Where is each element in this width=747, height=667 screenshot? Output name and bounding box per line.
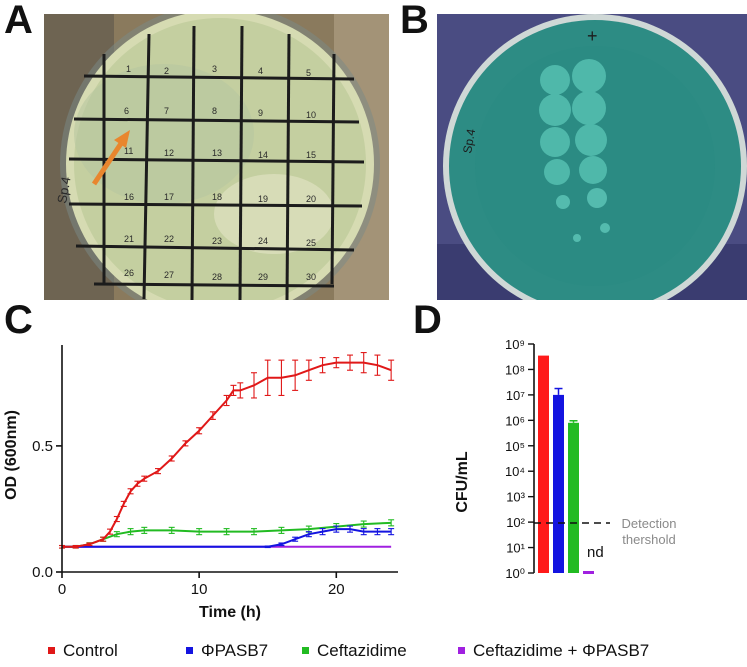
plate-a-label: 15 <box>306 150 316 160</box>
chart-d-bars-group <box>538 355 594 574</box>
plate-a-label: 16 <box>124 192 134 202</box>
plate-a-label: 23 <box>212 236 222 246</box>
chart-c-x-tick-label: 0 <box>58 581 66 598</box>
chart-d-bar <box>568 422 579 573</box>
plate-a-label: 14 <box>258 150 268 160</box>
plate-a-label: 3 <box>212 64 217 74</box>
legend-label: Control <box>63 641 118 660</box>
plate-a-label: 26 <box>124 268 134 278</box>
plate-a-label: 10 <box>306 110 316 120</box>
panel-letter-a: A <box>4 0 33 42</box>
plate-a-label: 17 <box>164 192 174 202</box>
chart-c-x-tick-label: 10 <box>191 581 208 598</box>
chart-d-y-axis-label: CFU/mL <box>454 451 471 513</box>
chart-c-ticks-group: 0 10 20 0.0 0.5 <box>32 438 344 598</box>
chart-d-y-tick-label: 10⁸ <box>505 362 525 377</box>
plate-a-label: 12 <box>164 148 174 158</box>
chart-d-y-tick-label: 10⁰ <box>505 566 525 581</box>
detection-label-line-2: thershold <box>622 532 675 547</box>
legend-item-combination: Ceftazidime + ΦPASB7 <box>458 638 649 664</box>
chart-c-line <box>62 528 392 548</box>
not-detected-label: nd <box>587 544 604 561</box>
chart-c-y-axis-label: OD (600nm) <box>3 410 20 500</box>
chart-d-ticks-group: 10⁰ 10¹ 10² 10³ 10⁴ 10⁵ 10⁶ 10⁷ 10⁸ 10⁹ <box>505 337 534 581</box>
legend-item-ceftazidime: Ceftazidime <box>302 638 407 664</box>
plate-a-label: 30 <box>306 272 316 282</box>
legend-swatch-phage <box>186 647 193 655</box>
legend-item-phage: ΦPASB7 <box>186 638 268 664</box>
chart-d-bar-nd <box>583 571 594 574</box>
chart-c-series-0 <box>59 352 395 549</box>
chart-d-y-tick-label: 10⁶ <box>505 413 525 428</box>
chart-d-y-tick-label: 10² <box>506 515 525 530</box>
chart-d-y-tick-label: 10⁴ <box>505 464 525 479</box>
chart-c-series-1 <box>62 525 395 549</box>
chart-d-y-tick-label: 10¹ <box>506 541 525 556</box>
chart-d-y-tick-label: 10⁵ <box>505 439 525 454</box>
plate-a-label: 11 <box>124 146 133 156</box>
legend: Control ΦPASB7 Ceftazidime Ceftazidime +… <box>0 638 747 664</box>
chart-c-x-axis-label: Time (h) <box>199 604 261 621</box>
plate-b-illustration: + Sp.4 <box>437 14 747 300</box>
plate-a-label: 18 <box>212 192 222 202</box>
chart-d-y-tick-label: 10⁷ <box>506 388 525 403</box>
plate-a-label: 21 <box>124 234 134 244</box>
chart-c-y-tick-label: 0.0 <box>32 564 53 581</box>
chart-d-y-tick-label: 10³ <box>506 490 525 505</box>
chart-c-x-tick-label: 20 <box>328 581 345 598</box>
legend-item-control: Control <box>48 638 118 664</box>
panel-letter-d: D <box>413 298 442 342</box>
plate-a-label: 5 <box>306 68 311 78</box>
plate-a-label: 20 <box>306 194 316 204</box>
plate-a-label: 25 <box>306 238 316 248</box>
chart-d-y-tick-label: 10⁹ <box>505 337 525 352</box>
plate-b-side-text: Sp.4 <box>460 127 478 154</box>
legend-label: ΦPASB7 <box>201 641 269 660</box>
chart-c-series-group <box>59 352 395 549</box>
legend-swatch-control <box>48 647 55 655</box>
plate-a-label: 24 <box>258 236 268 246</box>
legend-label: Ceftazidime <box>317 641 407 660</box>
detection-label-line-1: Detection <box>622 516 677 531</box>
panel-letter-c: C <box>4 298 33 342</box>
chart-c-line <box>62 361 392 548</box>
plate-a-label: 29 <box>258 272 268 282</box>
od-growth-chart: 0 10 20 0.0 0.5 Time (h) OD (600nm) <box>3 345 398 621</box>
plate-a-label: 27 <box>164 270 174 280</box>
legend-swatch-combination <box>458 647 465 655</box>
plate-photo-b: + Sp.4 <box>437 14 747 300</box>
plate-a-label: 8 <box>212 106 217 116</box>
plate-a-label: 6 <box>124 106 129 116</box>
panel-letter-b: B <box>400 0 429 42</box>
legend-label: Ceftazidime + ΦPASB7 <box>473 641 650 660</box>
plate-a-illustration: 1 2 3 4 5 6 7 8 9 10 11 12 13 14 15 16 1… <box>44 14 389 300</box>
chart-d-bar <box>553 394 564 573</box>
plate-a-label: 19 <box>258 194 268 204</box>
chart-d-bar <box>538 355 549 573</box>
plate-a-label: 28 <box>212 272 222 282</box>
plate-a-label: 4 <box>258 66 263 76</box>
legend-swatch-ceftazidime <box>302 647 309 655</box>
plate-a-side-text: Sp.4 <box>54 176 73 205</box>
cfu-bar-chart: CFU/mL 10⁰ 10¹ 10² 10³ 10⁴ 10⁵ 10⁶ 10⁷ 10⁸ 10⁹ De… <box>454 337 677 581</box>
plate-photo-a: 1 2 3 4 5 6 7 8 9 10 11 12 13 14 15 16 1… <box>44 14 389 300</box>
plate-a-label: 2 <box>164 66 169 76</box>
chart-c-y-tick-label: 0.5 <box>32 438 53 455</box>
plate-a-label: 1 <box>126 64 131 74</box>
plate-b-mark: + <box>587 26 598 46</box>
plate-a-label: 7 <box>164 106 169 116</box>
plate-a-label: 9 <box>258 108 263 118</box>
plate-a-label: 22 <box>164 234 174 244</box>
plate-a-label: 13 <box>212 148 222 158</box>
